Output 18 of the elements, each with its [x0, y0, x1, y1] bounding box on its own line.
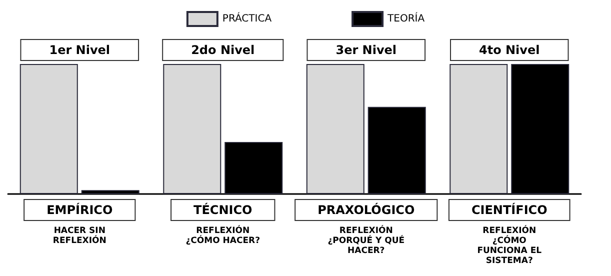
x-tick-label: CIENTÍFICO: [471, 202, 548, 217]
annotation: 3er Nivel: [336, 43, 397, 57]
text: HACER SIN REFLEXIÓN: [52, 226, 106, 246]
x-tick-label: PRAXOLÓGICO: [318, 202, 415, 217]
text: REFLEXIÓN ¿CÓMO FUNCIONA EL SISTEMA?: [477, 225, 542, 266]
legend-label: TEORÍA: [386, 12, 425, 24]
text: REFLEXIÓN ¿PORQUÉ Y QUÉ HACER?: [328, 225, 405, 256]
bar: [20, 64, 78, 194]
annotation: 4to Nivel: [479, 43, 540, 57]
text: REFLEXIÓN ¿CÓMO HACER?: [186, 225, 260, 246]
legend-label: PRÁCTICA: [222, 12, 272, 24]
x-tick-label: TÉCNICO: [194, 202, 252, 217]
bar: [450, 64, 508, 194]
x-tick-label: EMPÍRICO: [46, 202, 113, 217]
annotation: 2do Nivel: [191, 43, 255, 57]
bar: [306, 64, 364, 194]
bar: [163, 64, 222, 194]
annotation: 1er Nivel: [49, 43, 110, 57]
